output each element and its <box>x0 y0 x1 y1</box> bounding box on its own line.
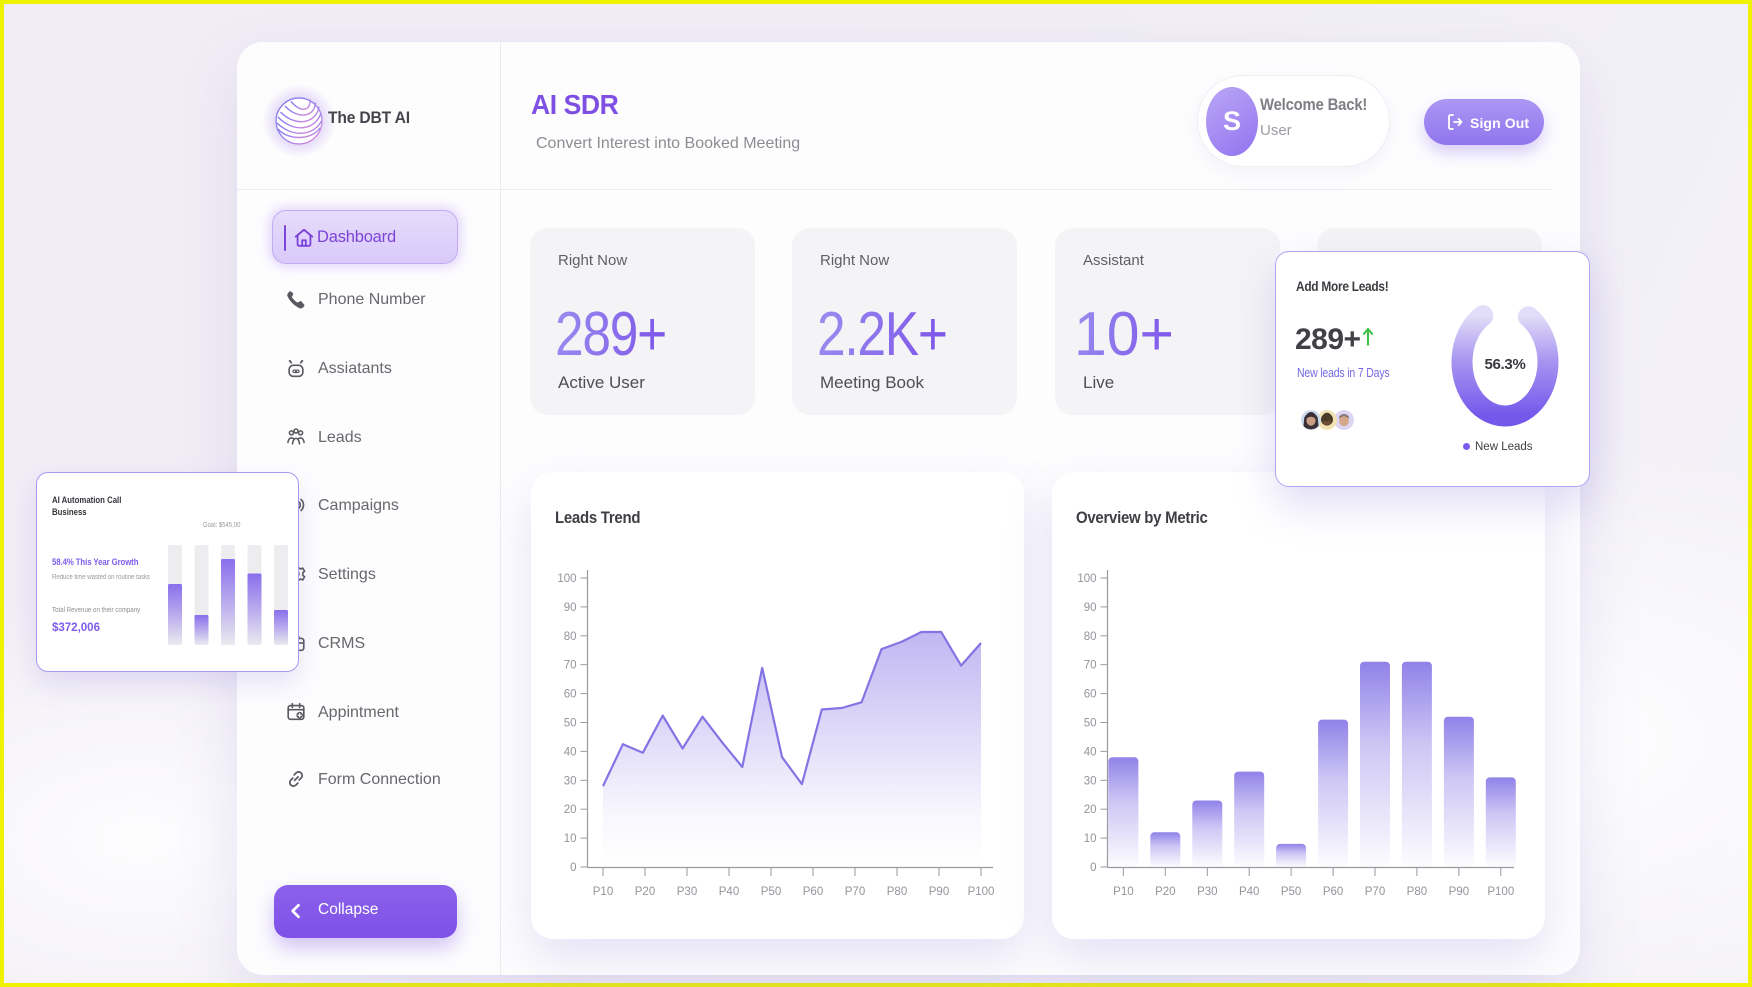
svg-text:60: 60 <box>1084 689 1097 701</box>
svg-text:80: 80 <box>1084 631 1097 643</box>
svg-text:10: 10 <box>1084 833 1097 845</box>
svg-text:P70: P70 <box>845 886 865 898</box>
svg-text:P50: P50 <box>761 886 781 898</box>
svg-text:40: 40 <box>1084 746 1097 758</box>
svg-text:P90: P90 <box>1449 886 1469 898</box>
svg-text:100: 100 <box>1077 573 1096 585</box>
svg-text:20: 20 <box>1084 804 1097 816</box>
svg-text:100: 100 <box>557 573 576 585</box>
svg-text:P40: P40 <box>719 886 739 898</box>
svg-text:P10: P10 <box>593 886 613 898</box>
svg-text:20: 20 <box>564 804 577 816</box>
svg-text:10: 10 <box>564 833 577 845</box>
svg-text:P100: P100 <box>968 886 995 898</box>
svg-text:60: 60 <box>564 689 577 701</box>
svg-text:0: 0 <box>1090 862 1096 874</box>
svg-text:P10: P10 <box>1113 886 1133 898</box>
svg-text:P80: P80 <box>1407 886 1427 898</box>
svg-text:P50: P50 <box>1281 886 1301 898</box>
svg-text:P60: P60 <box>803 886 823 898</box>
svg-text:P100: P100 <box>1487 886 1514 898</box>
svg-text:90: 90 <box>564 602 577 614</box>
svg-text:P40: P40 <box>1239 886 1259 898</box>
svg-text:P20: P20 <box>1155 886 1175 898</box>
svg-text:40: 40 <box>564 746 577 758</box>
svg-text:P70: P70 <box>1365 886 1385 898</box>
svg-text:P90: P90 <box>929 886 949 898</box>
svg-text:0: 0 <box>570 862 576 874</box>
svg-text:P30: P30 <box>677 886 697 898</box>
svg-text:P20: P20 <box>635 886 655 898</box>
svg-text:P60: P60 <box>1323 886 1343 898</box>
svg-text:P30: P30 <box>1197 886 1217 898</box>
svg-text:P80: P80 <box>887 886 907 898</box>
svg-text:30: 30 <box>564 775 577 787</box>
svg-text:50: 50 <box>564 718 577 730</box>
svg-text:50: 50 <box>1084 718 1097 730</box>
svg-text:90: 90 <box>1084 602 1097 614</box>
svg-text:80: 80 <box>564 631 577 643</box>
svg-text:70: 70 <box>564 660 577 672</box>
svg-text:30: 30 <box>1084 775 1097 787</box>
svg-text:70: 70 <box>1084 660 1097 672</box>
